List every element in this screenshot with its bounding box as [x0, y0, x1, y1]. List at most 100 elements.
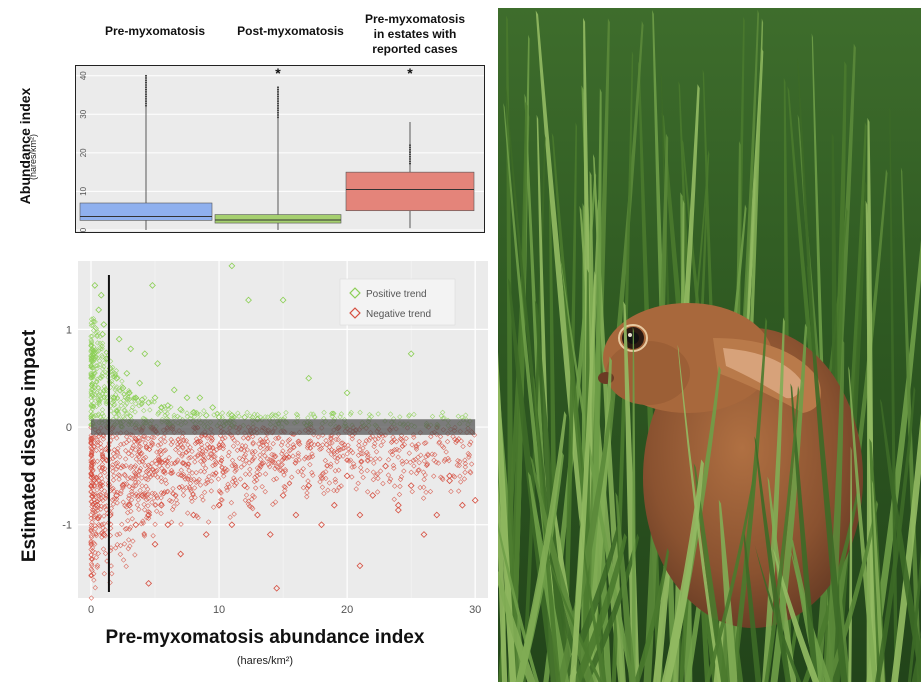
negative-point — [151, 540, 159, 548]
negative-point — [438, 474, 444, 480]
negative-point — [119, 463, 125, 469]
negative-point — [135, 497, 142, 503]
grass-blade — [643, 133, 669, 682]
grass-blade — [664, 365, 721, 682]
negative-point — [103, 495, 109, 501]
negative-point — [242, 497, 249, 503]
negative-point — [185, 448, 191, 454]
negative-point — [135, 439, 141, 445]
negative-point — [96, 514, 102, 520]
grass-blade — [515, 411, 567, 682]
box-title-2: Post-myxomatosis — [237, 24, 344, 38]
negative-point — [210, 444, 216, 451]
grass-blade — [797, 58, 839, 682]
negative-point — [453, 439, 459, 446]
positive-point — [228, 411, 236, 419]
negative-point — [344, 451, 350, 457]
grass-blade — [588, 88, 602, 682]
negative-point — [349, 474, 355, 480]
negative-point — [336, 467, 342, 473]
positive-point — [97, 397, 103, 404]
negative-point — [324, 463, 330, 469]
legend-marker — [349, 287, 361, 299]
negative-point — [468, 439, 474, 445]
scatter-x-tick-label: 20 — [341, 604, 353, 616]
grass-blade — [811, 33, 834, 682]
negative-point — [254, 511, 261, 519]
negative-point — [279, 492, 287, 499]
negative-point — [154, 495, 161, 501]
negative-point — [158, 451, 164, 458]
positive-point — [118, 403, 124, 409]
negative-point — [427, 488, 434, 495]
negative-point — [114, 450, 121, 456]
positive-point — [459, 414, 465, 421]
negative-point — [271, 452, 277, 458]
negative-point — [158, 510, 164, 517]
grass-blade — [506, 15, 515, 682]
negative-point — [262, 471, 269, 477]
box-outlier — [277, 100, 279, 103]
zero-band — [91, 419, 476, 435]
negative-point — [187, 454, 194, 461]
negative-point — [92, 585, 98, 591]
negative-point — [267, 457, 273, 463]
negative-point — [355, 452, 362, 458]
box-outlier — [145, 88, 147, 91]
positive-point — [90, 387, 96, 393]
positive-point — [113, 368, 120, 374]
negative-point — [270, 501, 276, 508]
negative-point — [187, 444, 193, 450]
grass-blade — [507, 101, 528, 682]
negative-point — [399, 458, 405, 464]
legend-box — [339, 278, 456, 326]
negative-point — [98, 448, 105, 455]
negative-point — [201, 457, 207, 463]
negative-point — [178, 467, 184, 473]
box-outlier — [145, 104, 147, 107]
negative-point — [137, 487, 143, 494]
negative-point — [285, 442, 291, 448]
negative-point — [210, 462, 216, 469]
negative-point — [272, 453, 279, 460]
negative-point — [320, 442, 326, 448]
negative-point — [136, 459, 143, 465]
negative-point — [327, 464, 334, 470]
negative-point — [99, 464, 106, 470]
positive-point — [88, 322, 95, 329]
negative-point — [102, 469, 108, 476]
negative-point — [89, 465, 95, 472]
negative-point — [136, 448, 143, 454]
negative-point — [192, 494, 198, 501]
positive-point — [245, 296, 252, 304]
negative-point — [142, 454, 149, 461]
negative-point — [95, 477, 102, 484]
negative-point — [96, 496, 102, 503]
negative-point — [424, 462, 430, 468]
box-outlier — [145, 84, 147, 86]
negative-point — [137, 468, 143, 474]
negative-point — [88, 457, 94, 463]
negative-point — [273, 476, 280, 482]
negative-point — [190, 491, 196, 498]
negative-point — [186, 467, 192, 474]
negative-point — [358, 469, 365, 475]
positive-point — [94, 365, 100, 372]
positive-point — [305, 415, 311, 421]
grass-blade — [732, 18, 764, 682]
positive-point — [94, 340, 101, 346]
negative-point — [413, 444, 419, 451]
positive-point — [429, 413, 436, 420]
negative-point — [203, 448, 209, 454]
negative-point — [396, 447, 402, 453]
negative-point — [317, 479, 323, 485]
negative-point — [200, 451, 206, 457]
negative-point — [305, 482, 313, 490]
negative-point — [286, 480, 293, 486]
positive-point — [89, 333, 95, 339]
negative-point — [415, 454, 421, 460]
negative-point — [433, 459, 439, 465]
negative-point — [304, 490, 310, 496]
negative-point — [145, 511, 153, 519]
negative-point — [135, 438, 141, 444]
